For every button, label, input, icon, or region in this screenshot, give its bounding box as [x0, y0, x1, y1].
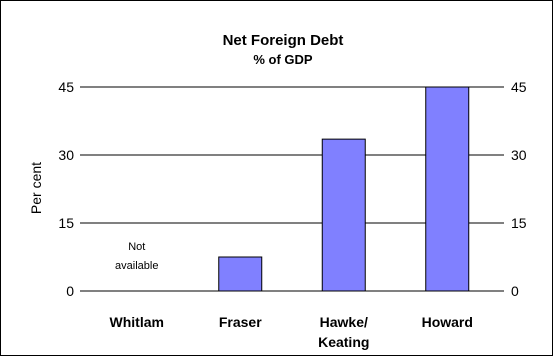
y-tick-label-right: 0	[511, 283, 519, 299]
category-label: Howard	[422, 314, 473, 330]
y-tick-label-left: 15	[58, 215, 74, 231]
axes	[80, 86, 504, 292]
y-tick-label-left: 45	[58, 79, 74, 95]
y-tick-label-left: 0	[66, 283, 74, 299]
category-label: Hawke/	[320, 314, 368, 330]
y-tick-label-right: 45	[511, 79, 527, 95]
bar	[321, 138, 366, 292]
not-available-note: Not	[128, 241, 145, 253]
not-available-note: available	[115, 260, 158, 272]
bar	[218, 256, 263, 292]
y-tick-label-right: 15	[511, 215, 527, 231]
bar	[425, 86, 470, 292]
category-label: Whitlam	[110, 314, 164, 330]
y-tick-label-left: 30	[58, 147, 74, 163]
category-label: Fraser	[219, 314, 262, 330]
y-tick-label-right: 30	[511, 147, 527, 163]
category-label: Keating	[318, 334, 369, 350]
y-axis-label: Per cent	[28, 162, 44, 214]
chart-title: Net Foreign Debt	[223, 32, 344, 49]
chart-subtitle: % of GDP	[253, 52, 313, 67]
bars	[218, 86, 470, 292]
labels: 0 0 15 15 30 30 45 45 Whitlam Fraser Hawke/Keating…	[58, 79, 526, 350]
